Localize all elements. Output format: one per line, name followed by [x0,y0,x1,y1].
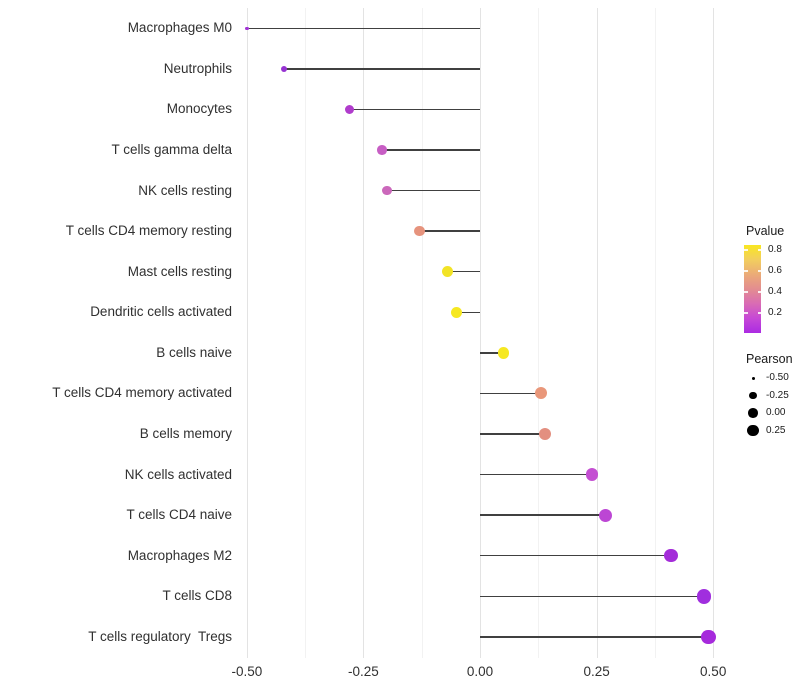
gridline-minor [654,8,656,658]
y-axis-label: Dendritic cells activated [90,304,232,320]
y-axis-label: Mast cells resting [127,263,232,279]
gridline-major [480,8,482,658]
y-axis-label: T cells CD4 naive [126,507,232,523]
y-axis-label: T cells CD8 [162,588,232,604]
x-axis-tick-label: -0.25 [348,664,379,679]
pvalue-colorbar [744,245,761,333]
lollipop-dot [245,26,249,31]
pvalue-legend-title: Pvalue [746,224,785,238]
colorbar-tick [744,312,748,314]
lollipop-dot [534,387,547,400]
lollipop-stem [246,27,481,30]
colorbar-tick-label: 0.8 [768,244,782,256]
lollipop-stem [480,554,672,557]
lollipop-stem [480,636,709,638]
lollipop-stem [480,473,592,476]
lollipop-dot [497,347,510,359]
lollipop-dot [701,629,716,645]
colorbar-tick [757,312,761,314]
x-axis-tick-label: 0.00 [466,664,494,679]
lollipop-dot [377,145,387,155]
y-axis-label: NK cells resting [138,182,232,198]
y-axis-label: B cells naive [156,344,232,360]
lollipop-stem [382,149,481,151]
lollipop-dot [599,508,613,522]
lollipop-stem [480,595,704,598]
y-axis-label: T cells CD4 memory resting [65,223,232,239]
y-axis-label: Neutrophils [163,60,232,76]
lollipop-dot [664,548,678,563]
lollipop-dot [441,266,453,278]
y-axis-label: Macrophages M2 [127,547,232,563]
y-axis-label: T cells regulatory Tregs [88,628,232,644]
lollipop-stem [447,270,481,273]
colorbar-tick [757,249,761,251]
x-axis-tick-label: -0.50 [231,664,263,679]
lollipop-stem [480,433,546,435]
y-axis-label: T cells gamma delta [111,142,232,157]
lollipop-stem [480,352,504,354]
gridline-major [246,8,248,658]
lollipop-dot [344,104,354,114]
pearson-legend-dot [751,376,755,380]
pearson-legend-dot [747,424,759,437]
y-axis-label: B cells memory [139,426,232,441]
lollipop-dot [539,428,552,440]
y-axis-label: Macrophages M0 [127,20,232,36]
lollipop-stem [349,108,481,111]
gridline-major [596,8,598,658]
pearson-legend-dot [748,408,758,418]
pearson-legend-label: 0.00 [766,407,786,418]
colorbar-tick-label: 0.4 [768,286,782,298]
y-axis-label: NK cells activated [124,466,232,482]
lollipop-dot [451,306,463,318]
lollipop-stem [480,514,606,516]
x-axis-tick-label: 0.25 [583,664,610,679]
pearson-legend-dot [749,391,757,400]
lollipop-stem [386,189,481,192]
pearson-legend-label: 0.25 [766,424,786,436]
colorbar-tick [757,270,761,272]
lollipop-dot [696,589,712,604]
y-axis-label: T cells CD4 memory activated [52,385,232,401]
lollipop-stem [419,230,481,232]
colorbar-tick [744,270,748,272]
x-axis-tick-label: 0.50 [700,664,727,679]
lollipop-stem [480,392,541,395]
gridline-major [363,8,365,658]
gridline-minor [421,8,423,658]
colorbar-tick-label: 0.6 [768,265,782,277]
lollipop-dot [585,468,599,481]
lollipop-stem [284,68,481,70]
plot-panel [238,8,716,658]
colorbar-tick [757,291,761,293]
lollipop-dot [382,185,392,196]
pearson-legend-title: Pearson [746,352,793,366]
gridline-major [713,8,715,658]
colorbar-tick-label: 0.2 [768,307,782,319]
colorbar-tick [744,249,748,251]
lollipop-dot [281,65,288,72]
colorbar-tick [744,291,748,293]
lollipop-stem [456,311,481,314]
gridline-minor [305,8,307,658]
gridline-minor [538,8,540,658]
pearson-legend-label: -0.50 [766,372,789,383]
pearson-legend-label: -0.25 [766,389,789,401]
lollipop-dot [414,225,425,237]
y-axis-label: Monocytes [166,101,232,117]
